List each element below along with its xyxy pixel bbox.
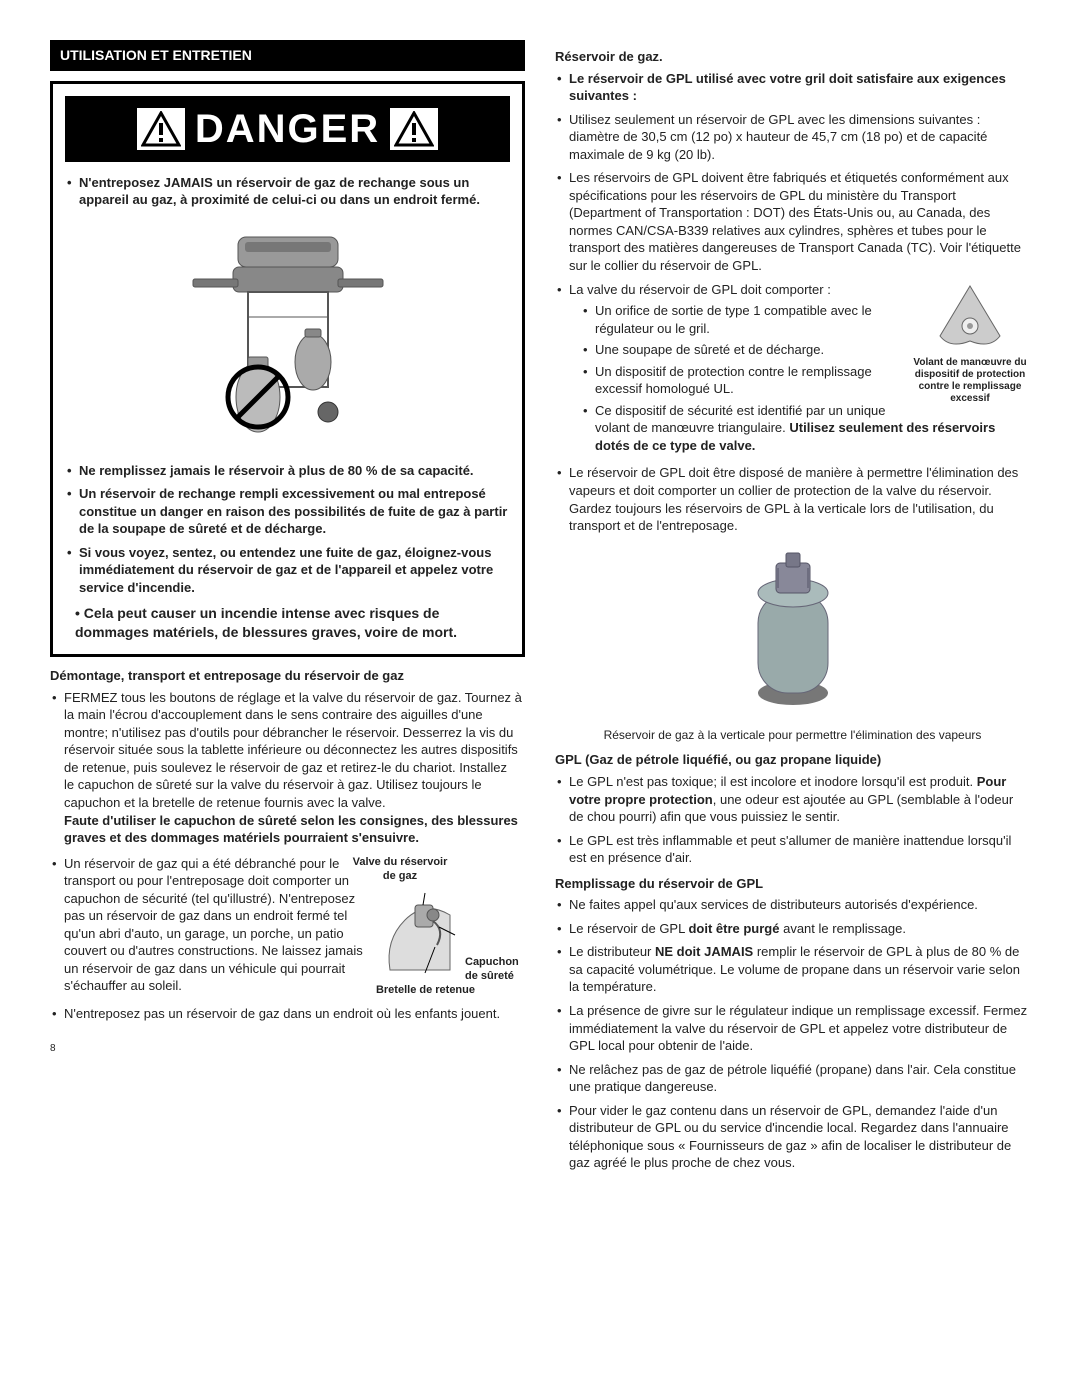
danger-bullet: Un réservoir de rechange rempli excessiv… bbox=[65, 485, 510, 538]
section-header: UTILISATION ET ENTRETIEN bbox=[50, 40, 525, 71]
danger-bullet: Ne remplissez jamais le réservoir à plus… bbox=[65, 462, 510, 480]
list-item: N'entreposez pas un réservoir de gaz dan… bbox=[50, 1005, 525, 1023]
valve-label-right: Capuchon de sûreté bbox=[465, 955, 525, 985]
list-item: Les réservoirs de GPL doivent être fabri… bbox=[555, 169, 1030, 274]
danger-bullets-bottom: Ne remplissez jamais le réservoir à plus… bbox=[65, 462, 510, 597]
list-item: Un orifice de sortie de type 1 compatibl… bbox=[583, 302, 1030, 337]
refill-list: Ne faites appel qu'aux services de distr… bbox=[555, 896, 1030, 1172]
valve-label-top: Valve du réservoir de gaz bbox=[345, 855, 455, 885]
danger-bullets-top: N'entreposez JAMAIS un réservoir de gaz … bbox=[65, 174, 510, 209]
upright-tank-caption: Réservoir de gaz à la verticale pour per… bbox=[555, 727, 1030, 743]
text-bold: doit être purgé bbox=[688, 921, 779, 936]
list-item: Ne faites appel qu'aux services de distr… bbox=[555, 896, 1030, 914]
valve-illustration bbox=[375, 885, 465, 980]
two-column-layout: UTILISATION ET ENTRETIEN DANGER N'entrep… bbox=[50, 40, 1030, 1180]
valve-figure-wrap: Un réservoir de gaz qui a été débranché … bbox=[50, 855, 525, 1005]
text: Le distributeur bbox=[569, 944, 655, 959]
danger-word: DANGER bbox=[195, 102, 380, 156]
list-item: Le GPL est très inflammable et peut s'al… bbox=[555, 832, 1030, 867]
subhead-refill: Remplissage du réservoir de GPL bbox=[555, 875, 1030, 893]
list-item: Un dispositif de protection contre le re… bbox=[583, 363, 1030, 398]
list-item: Utilisez seulement un réservoir de GPL a… bbox=[555, 111, 1030, 164]
text: avant le remplissage. bbox=[779, 921, 905, 936]
text: Le réservoir de GPL bbox=[569, 921, 688, 936]
subhead-gpl: GPL (Gaz de pétrole liquéfié, ou gaz pro… bbox=[555, 751, 1030, 769]
warning-triangle-icon bbox=[137, 108, 185, 150]
list-item: Le GPL n'est pas toxique; il est incolor… bbox=[555, 773, 1030, 826]
list-item: La présence de givre sur le régulateur i… bbox=[555, 1002, 1030, 1055]
subhead-tank: Réservoir de gaz. bbox=[555, 48, 1030, 66]
subhead-dismantle: Démontage, transport et entreposage du r… bbox=[50, 667, 525, 685]
danger-box: DANGER N'entreposez JAMAIS un réservoir … bbox=[50, 81, 525, 657]
text: FERMEZ tous les boutons de réglage et la… bbox=[64, 690, 522, 775]
left-column: UTILISATION ET ENTRETIEN DANGER N'entrep… bbox=[50, 40, 525, 1180]
valve-sublist: Un orifice de sortie de type 1 compatibl… bbox=[569, 302, 1030, 454]
valve-label-bottom: Bretelle de retenue bbox=[345, 983, 475, 998]
dismantle-list: FERMEZ tous les boutons de réglage et la… bbox=[50, 689, 525, 847]
right-column: Réservoir de gaz. Le réservoir de GPL ut… bbox=[555, 40, 1030, 1180]
list-item: Un réservoir de gaz qui a été débranché … bbox=[50, 855, 375, 995]
tank-req-list: Le réservoir de GPL utilisé avec votre g… bbox=[555, 70, 1030, 535]
upright-tank-figure bbox=[555, 543, 1030, 718]
danger-bullet: Si vous voyez, sentez, ou entendez une f… bbox=[65, 544, 510, 597]
list-item: Ne relâchez pas de gaz de pétrole liquéf… bbox=[555, 1061, 1030, 1096]
list-item: Le réservoir de GPL doit être purgé avan… bbox=[555, 920, 1030, 938]
warning-triangle-icon bbox=[390, 108, 438, 150]
text-bold: NE doit JAMAIS bbox=[655, 944, 753, 959]
grill-illustration bbox=[65, 217, 510, 452]
text: Le GPL n'est pas toxique; il est incolor… bbox=[569, 774, 977, 789]
list-item: FERMEZ tous les boutons de réglage et la… bbox=[50, 689, 525, 847]
danger-bullet: N'entreposez JAMAIS un réservoir de gaz … bbox=[65, 174, 510, 209]
list-item: Une soupape de sûreté et de décharge. bbox=[583, 341, 1030, 359]
text-bold: Faute d'utiliser le capuchon de sûreté s… bbox=[64, 812, 525, 847]
list-item: La valve du réservoir de GPL doit compor… bbox=[555, 281, 1030, 459]
list-item: Le réservoir de GPL doit être disposé de… bbox=[555, 464, 1030, 534]
text: La valve du réservoir de GPL doit compor… bbox=[569, 282, 831, 297]
danger-banner: DANGER bbox=[65, 96, 510, 162]
list-item: Le distributeur NE doit JAMAIS remplir l… bbox=[555, 943, 1030, 996]
text: le capuchon de sûreté sur la valve du ré… bbox=[64, 776, 525, 811]
page-number: 8 bbox=[50, 1042, 525, 1056]
gpl-list: Le GPL n'est pas toxique; il est incolor… bbox=[555, 773, 1030, 867]
danger-final-text: Cela peut causer un incendie intense ave… bbox=[75, 605, 457, 640]
list-item: Pour vider le gaz contenu dans un réserv… bbox=[555, 1102, 1030, 1172]
list-item: Ce dispositif de sécurité est identifié … bbox=[583, 402, 1030, 455]
danger-final: • Cela peut causer un incendie intense a… bbox=[65, 604, 510, 642]
list-item: Le réservoir de GPL utilisé avec votre g… bbox=[555, 70, 1030, 105]
storage-list: N'entreposez pas un réservoir de gaz dan… bbox=[50, 1005, 525, 1023]
